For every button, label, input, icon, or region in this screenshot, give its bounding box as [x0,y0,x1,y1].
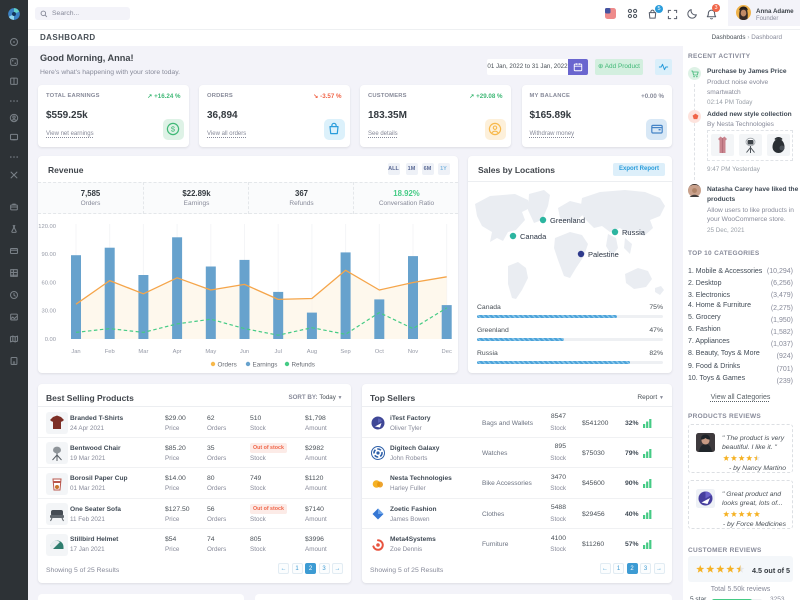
svg-text:Palestine: Palestine [588,250,619,259]
svg-text:May: May [205,349,216,355]
svg-text:0.00: 0.00 [45,337,56,343]
svg-text:Jan: Jan [71,349,80,355]
svg-text:Refunds: Refunds [292,362,315,369]
svg-text:Feb: Feb [105,349,115,355]
svg-text:Apr: Apr [173,349,182,355]
svg-text:$: $ [171,125,176,134]
svg-text:120.00: 120.00 [38,224,56,230]
svg-text:Russia: Russia [622,228,646,237]
svg-text:Mar: Mar [138,349,148,355]
svg-text:Dec: Dec [442,349,452,355]
svg-text:60.00: 60.00 [41,281,56,287]
svg-text:Oct: Oct [375,349,384,355]
svg-text:90.00: 90.00 [41,252,56,258]
svg-text:Aug: Aug [307,349,317,355]
svg-text:Orders: Orders [218,362,237,369]
svg-text:Jul: Jul [274,349,281,355]
svg-text:30.00: 30.00 [41,309,56,315]
svg-text:Jun: Jun [240,349,249,355]
svg-text:Nov: Nov [408,349,418,355]
svg-text:Sep: Sep [340,349,350,355]
svg-text:Earnings: Earnings [253,362,278,369]
svg-text:Greenland: Greenland [550,216,585,225]
svg-text:Canada: Canada [520,232,547,241]
